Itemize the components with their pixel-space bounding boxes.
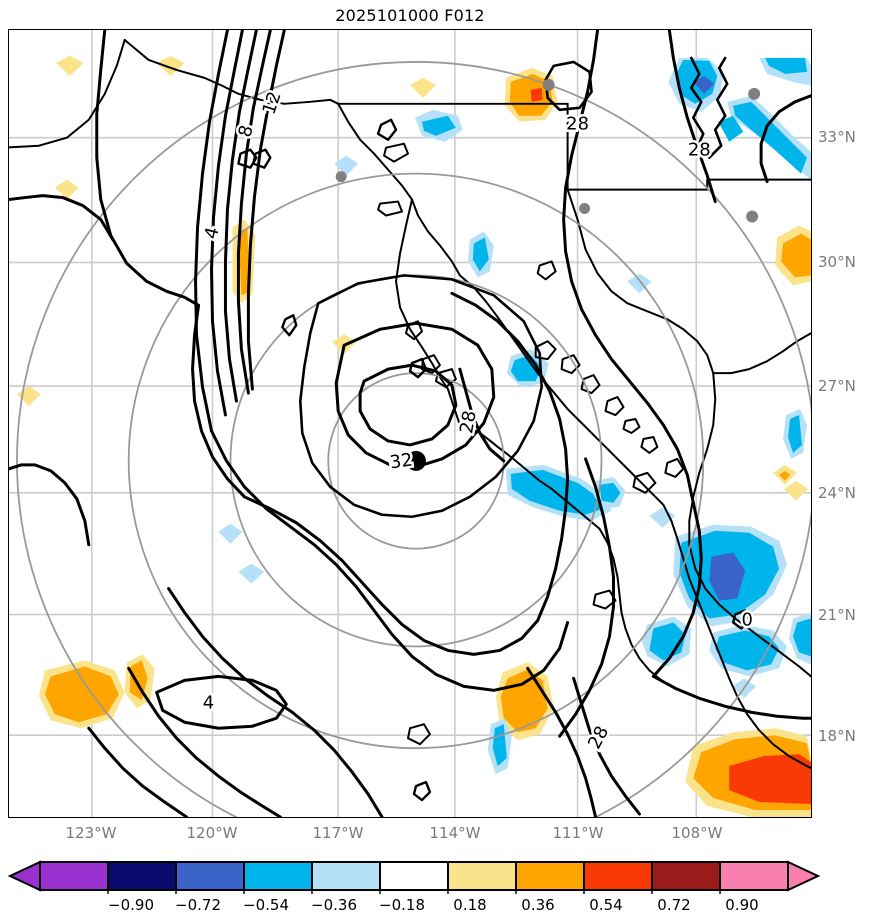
y-tick-label: 18°N xyxy=(818,727,856,745)
colorbar-tick-label: 0.36 xyxy=(521,896,555,914)
y-tick-label: 33°N xyxy=(818,128,856,146)
colorbar-tick-label: −0.54 xyxy=(243,896,289,914)
svg-text:28: 28 xyxy=(688,140,711,161)
y-tick-label: 27°N xyxy=(818,377,856,395)
svg-text:28: 28 xyxy=(456,409,481,435)
colorbar-tick-label: 0.54 xyxy=(589,896,623,914)
x-tick-label: 123°W xyxy=(65,824,117,842)
storm-center-marker xyxy=(406,450,426,471)
map-canvas: 12 8 4 4 28 28 xyxy=(9,30,811,817)
svg-text:32: 32 xyxy=(388,449,414,473)
range-rings xyxy=(16,61,811,817)
x-tick-label: 120°W xyxy=(186,824,238,842)
colorbar-tick-label: −0.18 xyxy=(379,896,425,914)
colorbar: −0.90 −0.72 −0.54 −0.36 −0.18 0.18 0.36 … xyxy=(0,858,873,924)
x-tick-label: 111°W xyxy=(552,824,604,842)
contour-lines xyxy=(9,30,811,817)
colorbar-tick-label: −0.72 xyxy=(175,896,221,914)
colorbar-tick-label: 0.18 xyxy=(453,896,487,914)
colorbar-tick-label: 0.90 xyxy=(725,896,759,914)
coastline-borders xyxy=(9,38,811,770)
colorbar-tick-label: 0.72 xyxy=(657,896,691,914)
anomaly-shading xyxy=(16,55,811,817)
y-tick-label: 21°N xyxy=(818,606,856,624)
x-tick-label: 117°W xyxy=(312,824,364,842)
cbar-extend-high xyxy=(787,860,821,892)
y-tick-label: 30°N xyxy=(818,253,856,271)
cbar-extend-low xyxy=(7,860,41,892)
map-plot-area: 12 8 4 4 28 28 xyxy=(8,29,812,818)
svg-text:28: 28 xyxy=(566,114,589,135)
x-tick-label: 114°W xyxy=(429,824,481,842)
colorbar-tick-label: −0.36 xyxy=(311,896,357,914)
colorbar-tick-label: −0.90 xyxy=(108,896,154,914)
svg-text:0: 0 xyxy=(741,609,752,630)
page-title: 2025101000 F012 xyxy=(335,6,485,25)
city-markers xyxy=(335,78,761,223)
svg-text:4: 4 xyxy=(201,225,224,241)
x-tick-label: 108°W xyxy=(671,824,723,842)
svg-text:4: 4 xyxy=(203,692,214,713)
y-tick-label: 24°N xyxy=(818,484,856,502)
colorbar-swatches xyxy=(7,860,821,894)
